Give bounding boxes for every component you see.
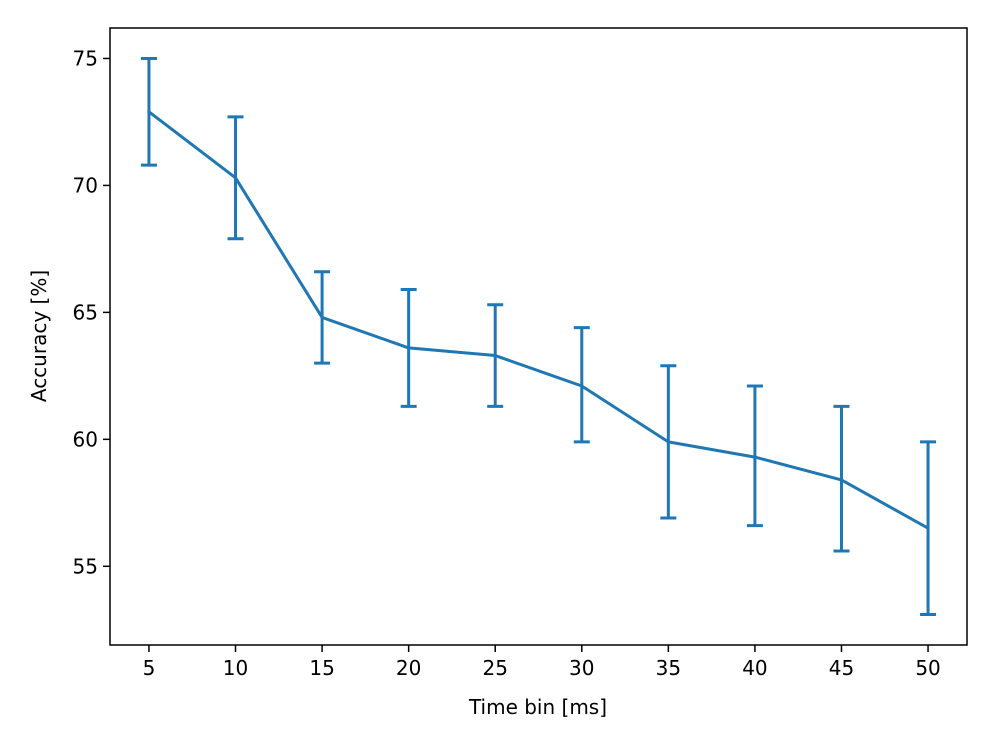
x-tick-label: 35 <box>656 656 681 680</box>
x-tick-label: 10 <box>223 656 248 680</box>
x-tick-label: 50 <box>915 656 940 680</box>
x-axis-label: Time bin [ms] <box>468 695 607 719</box>
x-tick-label: 30 <box>569 656 594 680</box>
y-tick-label: 65 <box>73 300 98 324</box>
x-tick-label: 25 <box>482 656 507 680</box>
x-tick-label: 40 <box>742 656 767 680</box>
y-tick-label: 60 <box>73 427 98 451</box>
x-tick-label: 5 <box>143 656 156 680</box>
y-axis: 55 60 65 70 75 <box>73 46 110 578</box>
plot-frame <box>109 27 968 646</box>
x-tick-label: 15 <box>309 656 334 680</box>
x-tick-label: 45 <box>829 656 854 680</box>
x-axis: 5 10 15 20 25 30 35 40 45 50 <box>143 645 941 680</box>
y-tick-label: 55 <box>73 554 98 578</box>
y-tick-label: 75 <box>73 46 98 70</box>
y-axis-label: Accuracy [%] <box>27 270 51 402</box>
y-tick-label: 70 <box>73 173 98 197</box>
accuracy-series-line <box>147 110 930 530</box>
x-tick-label: 20 <box>396 656 421 680</box>
